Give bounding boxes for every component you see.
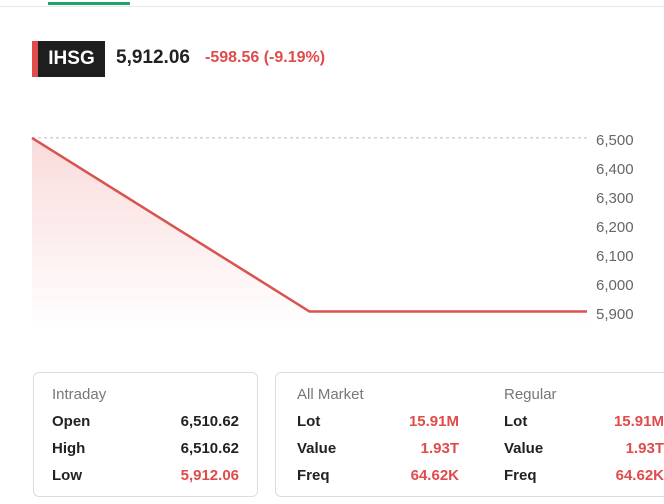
stat-value: 15.91M xyxy=(613,413,664,430)
stat-value: 5,912.06 xyxy=(180,467,239,484)
stat-value: 1.93T xyxy=(625,440,664,457)
stat-value: 64.62K xyxy=(615,467,664,484)
ticker: IHSG xyxy=(38,41,105,77)
stat-label: High xyxy=(52,440,86,457)
panel-title: Intraday xyxy=(52,386,107,403)
panel-title: Regular xyxy=(504,386,557,403)
price: 5,912.06 xyxy=(116,47,190,68)
active-tab-indicator xyxy=(48,2,130,5)
stat-value: 15.91M xyxy=(408,413,459,430)
y-tick-label: 6,300 xyxy=(596,190,634,207)
price-change: -598.56 (-9.19%) xyxy=(205,49,326,66)
stat-label: Open xyxy=(52,413,91,430)
chart: 5,900 6,000 6,100 6,200 6,300 6,400 6,500 xyxy=(31,132,634,330)
stat-value: 1.93T xyxy=(420,440,459,457)
intraday-panel xyxy=(33,372,258,497)
stat-label: Freq xyxy=(297,467,330,484)
y-tick-label: 6,200 xyxy=(596,219,634,236)
stat-label: Value xyxy=(504,440,544,457)
stat-label: Value xyxy=(297,440,337,457)
y-tick-label: 6,400 xyxy=(596,161,634,178)
stat-label: Lot xyxy=(504,413,528,430)
price-line xyxy=(31,136,587,313)
ticker-accent xyxy=(32,41,38,77)
stat-value: 6,510.62 xyxy=(180,413,239,430)
stat-value: 6,510.62 xyxy=(180,440,239,457)
market-panel xyxy=(275,372,664,497)
top-border xyxy=(0,6,664,7)
stat-label: Freq xyxy=(504,467,537,484)
stat-label: Low xyxy=(52,467,82,484)
stat-label: Lot xyxy=(297,413,321,430)
y-tick-label: 6,100 xyxy=(596,248,634,265)
y-tick-label: 6,500 xyxy=(596,132,634,149)
stat-value: 64.62K xyxy=(410,467,459,484)
y-tick-label: 5,900 xyxy=(596,306,634,323)
area-fill xyxy=(32,137,587,330)
y-tick-label: 6,000 xyxy=(596,277,634,294)
panel-title: All Market xyxy=(297,386,364,403)
